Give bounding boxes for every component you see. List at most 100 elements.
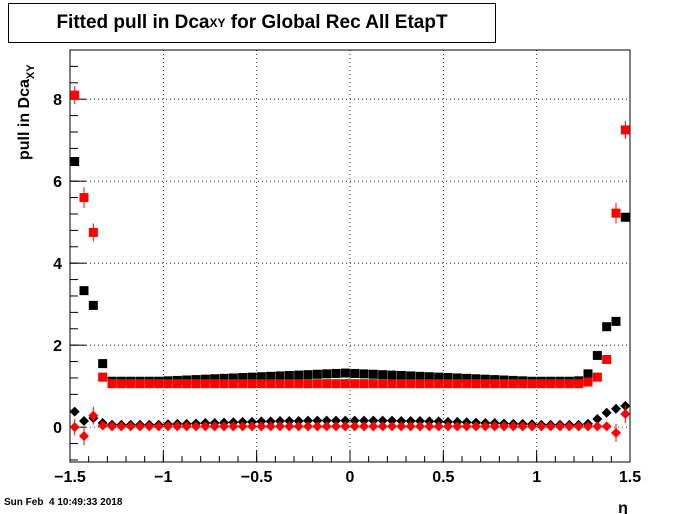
series-2 [69,400,631,430]
data-point-square [238,379,248,389]
x-tick-label: 0.5 [432,469,454,486]
data-point-diamond [172,421,183,432]
data-point-square [322,379,332,389]
data-point-square [79,286,89,296]
data-point-diamond [200,421,211,432]
data-point-diamond [555,421,565,432]
data-point-diamond [275,421,285,432]
data-point-diamond [601,407,612,418]
data-point-square [359,369,369,379]
data-point-square [583,377,593,387]
data-point-diamond [536,421,547,432]
x-tick-label: 1 [532,469,541,486]
data-point-diamond [228,421,239,432]
data-point-square [116,379,126,389]
data-point-square [378,370,388,380]
data-point-square [508,379,518,389]
data-point-square [350,368,360,378]
series-1 [70,86,630,389]
data-point-square [592,372,602,382]
data-point-square [98,372,108,382]
y-axis-label-main: pull in Dca [16,79,33,160]
data-point-square [462,373,472,383]
data-point-square [107,379,117,389]
data-point-diamond [461,421,472,432]
data-point-square [396,379,406,389]
data-point-square [415,371,425,381]
data-point-square [480,379,490,389]
data-point-diamond [144,421,155,432]
data-point-square [312,369,322,379]
data-point-diamond [424,421,435,432]
data-point-square [602,322,612,332]
data-point-square [378,379,388,389]
data-point-diamond [321,415,332,426]
data-point-square [536,379,546,389]
data-point-square [247,372,257,382]
data-point-square [88,227,98,237]
data-point-diamond [349,421,360,432]
data-point-diamond [489,421,500,432]
data-point-square [443,379,453,389]
x-tick-label: −1 [154,469,172,486]
data-point-square [480,374,490,384]
data-point-square [294,379,304,389]
data-point-square [135,379,145,389]
data-point-square [406,371,416,381]
data-point-square [611,316,621,326]
data-point-diamond [191,421,201,432]
data-point-square [294,370,304,380]
data-point-square [154,379,164,389]
data-point-diamond [545,421,556,432]
data-point-square [303,370,313,380]
data-point-diamond [247,421,257,432]
data-point-diamond [331,415,341,426]
y-tick-label: 0 [53,420,62,437]
data-point-square [471,374,481,384]
data-point-diamond [443,421,453,432]
title-sub: XY [209,16,226,30]
data-point-square [527,379,537,389]
data-point-diamond [405,416,416,427]
data-point-square [98,359,108,369]
data-point-diamond [433,421,444,432]
data-point-square [518,379,528,389]
data-point-diamond [601,421,612,432]
data-point-square [434,379,444,389]
data-point-square [172,379,182,389]
data-point-diamond [69,422,80,433]
data-point-diamond [499,421,509,432]
data-point-diamond [368,421,379,432]
data-point-diamond [359,421,369,432]
data-point-square [70,157,80,167]
data-point-square [163,379,173,389]
data-point-diamond [163,421,173,432]
data-point-square [368,369,378,379]
data-point-square [247,379,257,389]
x-axis-label: η [618,500,628,514]
data-point-square [191,379,201,389]
data-point-square [275,379,285,389]
chart-title: Fitted pull in Dca XY for Global Rec All … [8,3,496,43]
data-point-square [79,193,89,203]
data-point-diamond [219,421,229,432]
data-point-diamond [125,421,136,432]
data-point-square [331,379,341,389]
data-point-diamond [303,415,313,426]
data-point-square [284,371,294,381]
grid [69,50,631,462]
plot-frame [69,49,631,463]
y-tick-label: 6 [53,174,62,191]
data-point-square [462,379,472,389]
y-tick-label: 8 [53,92,62,109]
data-point-diamond [620,409,631,420]
data-point-square [387,379,397,389]
title-main: Fitted pull in Dca [56,12,210,33]
data-point-diamond [611,403,621,414]
data-point-diamond [415,421,425,432]
data-point-diamond [527,421,537,432]
data-point-diamond [340,415,351,426]
data-point-diamond [564,421,575,432]
data-point-diamond [284,421,295,432]
data-point-square [228,373,238,383]
